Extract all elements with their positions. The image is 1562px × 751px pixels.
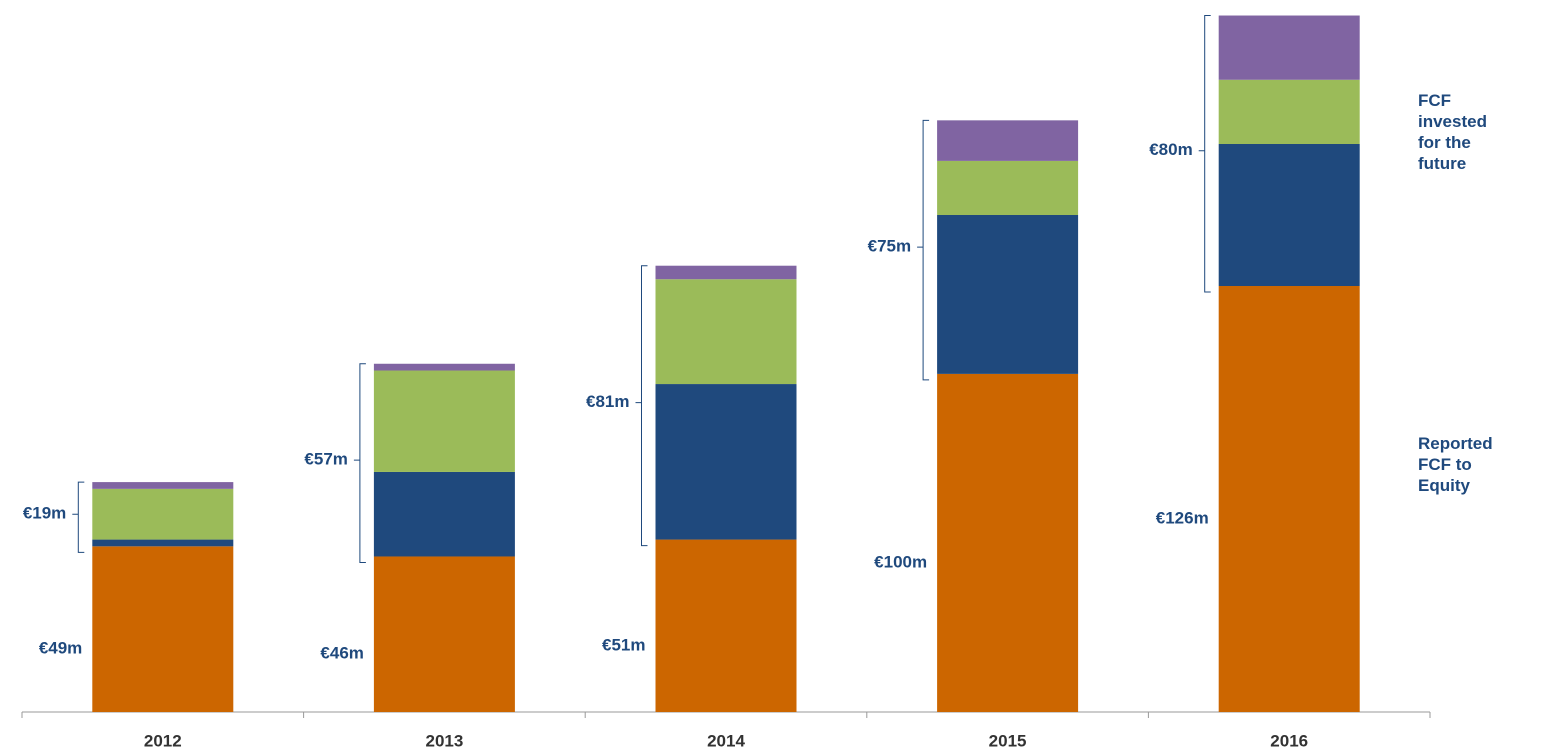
bar-segment (92, 539, 234, 547)
group-label: FCF invested for the future (1418, 91, 1487, 173)
value-label: €126m (1156, 508, 1209, 527)
bracket (353, 363, 366, 563)
group-total-label: €80m (1149, 140, 1192, 159)
bar-segment (655, 384, 797, 540)
bar-segment (937, 160, 1079, 215)
bar-segment (92, 482, 234, 489)
bar-segment (373, 363, 515, 371)
value-label: €51m (602, 635, 645, 654)
bar-segment (655, 279, 797, 385)
bar-segment (937, 373, 1079, 712)
series-label: Reported FCF to Equity (1418, 434, 1493, 495)
group-total-label: €57m (304, 450, 347, 469)
group-total-label: €19m (23, 504, 66, 523)
x-tick-label: 2012 (144, 731, 182, 750)
bracket (1198, 15, 1211, 293)
bar-segment (92, 488, 234, 540)
value-label: €46m (320, 644, 363, 663)
group-total-label: €75m (868, 237, 911, 256)
bar-segment (937, 120, 1079, 161)
value-label: €49m (39, 639, 82, 658)
bracket (635, 265, 648, 547)
bar-segment (655, 539, 797, 712)
bar-segment (373, 556, 515, 712)
bar-segment (655, 265, 797, 280)
bracket (72, 481, 85, 553)
bracket (917, 119, 930, 381)
bar-segment (937, 215, 1079, 374)
x-tick-label: 2015 (989, 731, 1027, 750)
bar-segment (1218, 79, 1360, 144)
x-tick-label: 2013 (425, 731, 463, 750)
bar-segment (1218, 144, 1360, 286)
value-label: €100m (874, 552, 927, 571)
bar-segment (373, 471, 515, 557)
group-total-label: €81m (586, 392, 629, 411)
bar-segment (373, 370, 515, 472)
bar-segment (1218, 286, 1360, 712)
x-tick-label: 2016 (1270, 731, 1308, 750)
x-tick-label: 2014 (707, 731, 745, 750)
bar-segment (1218, 15, 1360, 80)
bar-segment (92, 546, 234, 712)
